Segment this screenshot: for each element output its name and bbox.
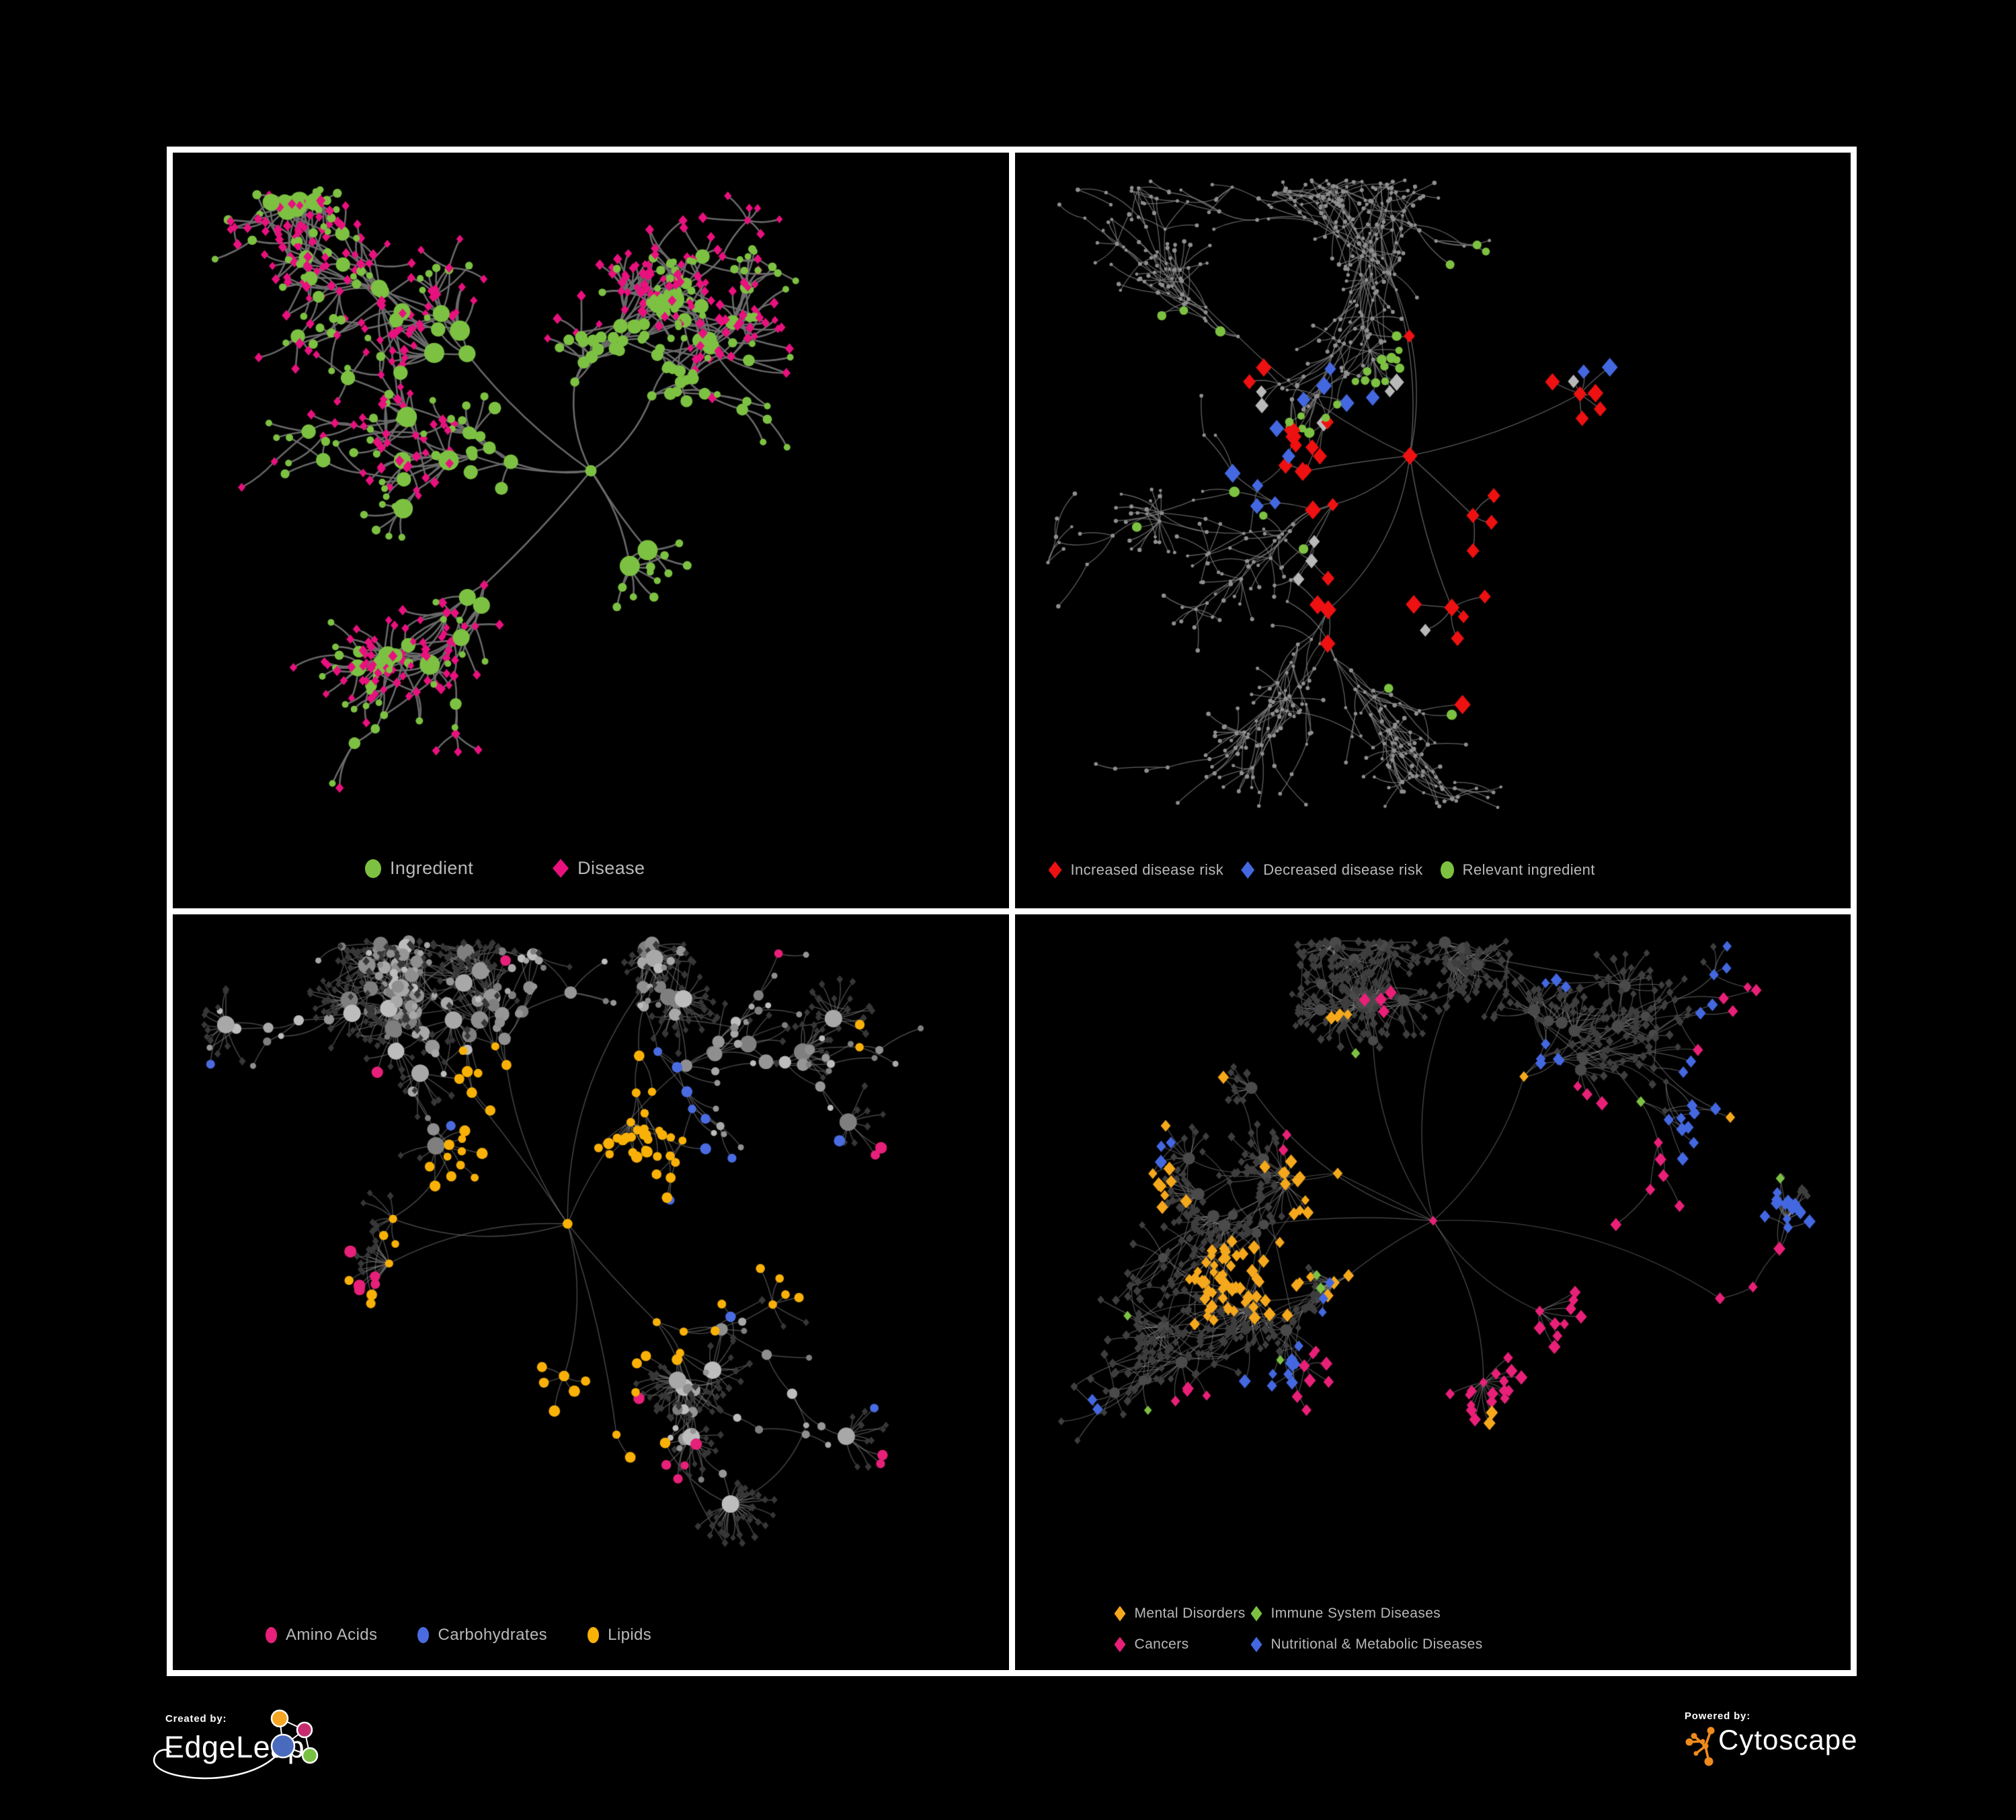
legend-item-immune-system-diseases: Immune System Diseases: [1250, 1606, 1483, 1622]
legend-label: Disease: [577, 858, 645, 878]
panel-ingredient-disease: Ingredient Disease: [173, 153, 1009, 908]
legend-item-relevant-ingredient: Relevant ingredient: [1440, 861, 1595, 879]
edgeleap-magenta-node: [296, 1721, 313, 1739]
circle-marker: [266, 1627, 277, 1643]
edgeleap-orange-node: [270, 1709, 289, 1728]
legend-label: Relevant ingredient: [1462, 861, 1595, 878]
legend-label: Immune System Diseases: [1271, 1606, 1441, 1621]
cytoscape-logo-icon: [1685, 1727, 1715, 1766]
diamond-marker: [1114, 1606, 1126, 1622]
legend-label: Nutritional & Metabolic Diseases: [1271, 1636, 1483, 1652]
circle-marker: [1440, 861, 1454, 879]
legend-label: Mental Disorders: [1134, 1606, 1246, 1621]
legend-label: Lipids: [608, 1626, 652, 1644]
legend-item-amino-acids: Amino Acids: [266, 1626, 377, 1645]
cytoscape-credit: Powered by: Cytoscape: [1674, 1708, 1876, 1782]
edgeleap-green-node: [301, 1747, 319, 1764]
created-by-label: Created by:: [165, 1713, 227, 1725]
diamond-marker: [1114, 1636, 1126, 1653]
legend-label: Cancers: [1134, 1636, 1189, 1652]
powered-by-label: Powered by:: [1685, 1710, 1750, 1722]
legend-item-lipids: Lipids: [588, 1626, 651, 1645]
legend-item-decreased-disease-risk: Decreased disease risk: [1241, 861, 1422, 879]
legend-item-nutritional-metabolic-diseases: Nutritional & Metabolic Diseases: [1250, 1636, 1483, 1653]
panel-grid: Ingredient Disease Increased disease risk…: [167, 147, 1857, 1676]
legend-label: Decreased disease risk: [1263, 861, 1423, 878]
network-canvas-disease-categories: [1014, 914, 1851, 1670]
network-canvas-disease-risk: [1014, 153, 1851, 908]
edgeleap-blue-node: [270, 1733, 296, 1759]
legend-item-carbohydrates: Carbohydrates: [417, 1626, 547, 1645]
diamond-marker: [1241, 861, 1255, 879]
legend-disease-risk: Increased disease risk Decreased disease …: [1048, 861, 1595, 879]
legend-label: Amino Acids: [286, 1626, 378, 1644]
legend-item-disease: Disease: [553, 858, 645, 879]
edgeleap-credit: Created by: EdgeLeap: [145, 1708, 333, 1795]
legend-nutrient-classes: Amino Acids Carbohydrates Lipids: [266, 1626, 651, 1645]
diamond-marker: [553, 859, 569, 878]
diamond-marker: [1250, 1606, 1262, 1622]
network-canvas-ingredient-disease: [173, 153, 1009, 908]
legend-item-cancers: Cancers: [1114, 1636, 1251, 1653]
legend-item-increased-disease-risk: Increased disease risk: [1048, 861, 1224, 879]
diamond-marker: [1250, 1636, 1262, 1653]
legend-item-ingredient: Ingredient: [365, 858, 473, 879]
legend-disease-categories: Mental Disorders Immune System Diseases Ca…: [1114, 1606, 1483, 1653]
legend-item-mental-disorders: Mental Disorders: [1114, 1606, 1251, 1622]
circle-marker: [588, 1627, 600, 1643]
diamond-marker: [1048, 861, 1062, 879]
legend-ingredient-disease: Ingredient Disease: [365, 858, 645, 879]
legend-label: Ingredient: [390, 858, 474, 878]
circle-marker: [365, 859, 381, 878]
cytoscape-brand-text: Cytoscape: [1718, 1724, 1858, 1755]
network-canvas-nutrient-classes: [173, 914, 1009, 1670]
circle-marker: [417, 1627, 430, 1643]
edgeleap-logo-network-icon: [153, 1709, 319, 1780]
panel-disease-categories: Mental Disorders Immune System Diseases Ca…: [1014, 914, 1851, 1670]
panel-disease-risk: Increased disease risk Decreased disease …: [1014, 153, 1851, 908]
legend-label: Increased disease risk: [1070, 861, 1224, 878]
panel-nutrient-classes: Amino Acids Carbohydrates Lipids: [173, 914, 1009, 1670]
legend-label: Carbohydrates: [438, 1626, 548, 1644]
